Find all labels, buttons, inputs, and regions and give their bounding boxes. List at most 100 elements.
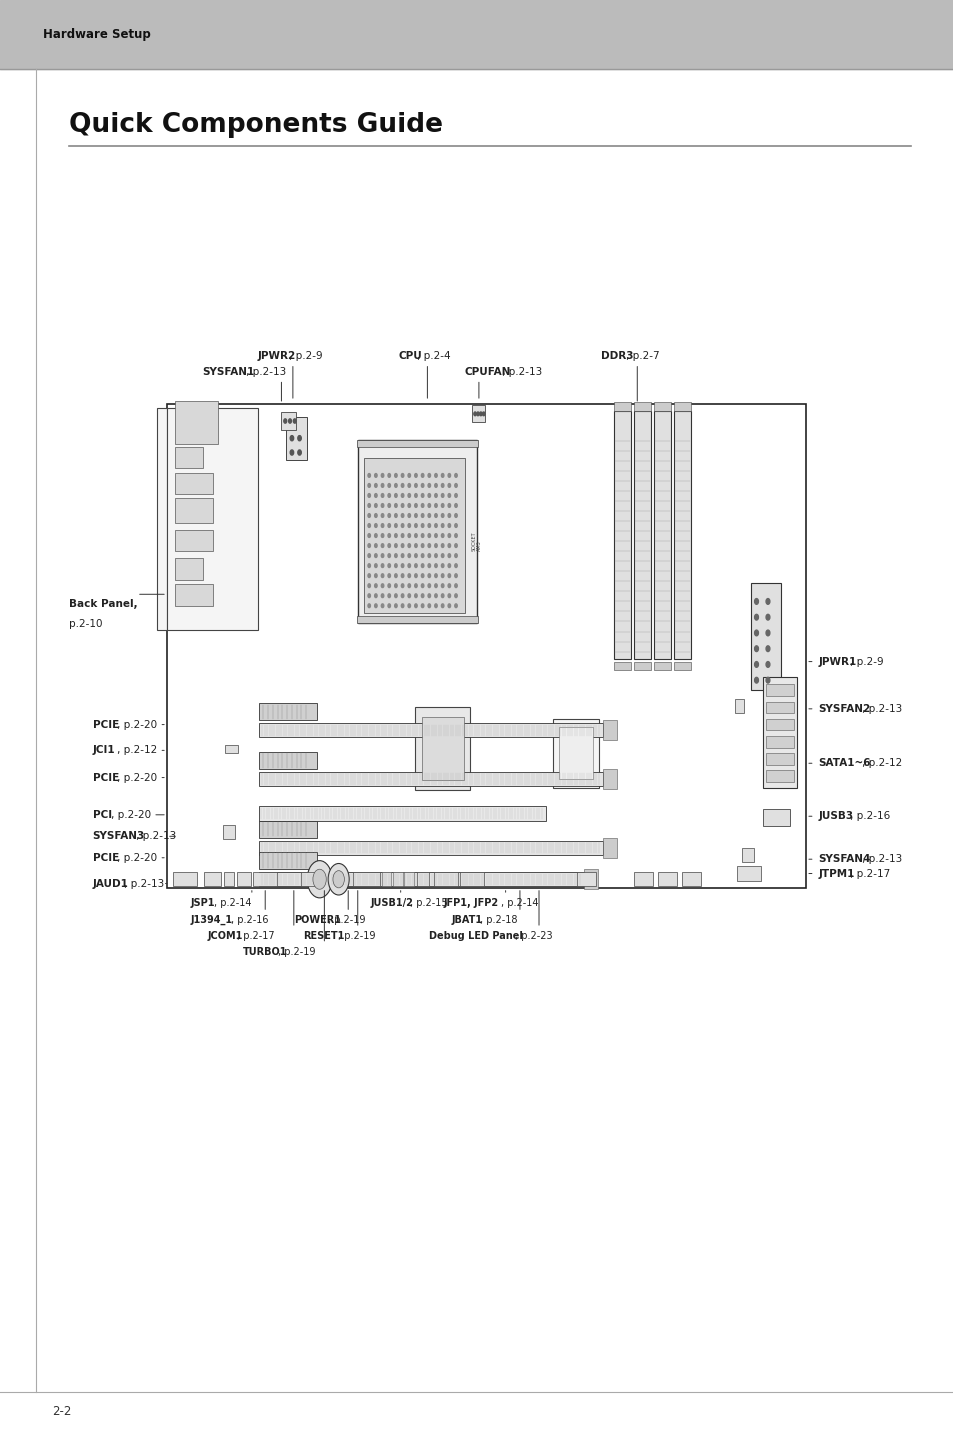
- Bar: [259, 852, 316, 869]
- Text: , p.2-14: , p.2-14: [500, 898, 537, 908]
- Circle shape: [448, 524, 450, 527]
- Text: JTPM1: JTPM1: [818, 869, 854, 878]
- Circle shape: [381, 524, 383, 527]
- Bar: [167, 404, 805, 888]
- Circle shape: [388, 474, 390, 477]
- Circle shape: [428, 514, 430, 517]
- Circle shape: [395, 584, 396, 587]
- Circle shape: [375, 474, 376, 477]
- Circle shape: [401, 494, 403, 497]
- Bar: [634, 872, 653, 886]
- Circle shape: [421, 504, 423, 507]
- Circle shape: [441, 504, 443, 507]
- Text: SYSFAN3: SYSFAN3: [92, 832, 145, 841]
- Bar: [174, 558, 203, 580]
- Circle shape: [288, 420, 291, 424]
- Bar: [654, 662, 670, 670]
- Bar: [658, 872, 677, 886]
- Text: JFP1, JFP2: JFP1, JFP2: [443, 898, 498, 908]
- Circle shape: [375, 594, 376, 597]
- Bar: [393, 872, 402, 886]
- Circle shape: [368, 574, 370, 577]
- Circle shape: [395, 484, 396, 487]
- Text: , p.2-16: , p.2-16: [848, 812, 889, 821]
- Circle shape: [290, 435, 294, 441]
- Bar: [223, 825, 234, 839]
- Circle shape: [415, 584, 416, 587]
- Circle shape: [333, 871, 344, 888]
- Circle shape: [408, 584, 410, 587]
- Circle shape: [421, 584, 423, 587]
- Circle shape: [395, 554, 396, 557]
- Circle shape: [375, 484, 376, 487]
- Text: , p.2-9: , p.2-9: [848, 657, 882, 666]
- Circle shape: [455, 554, 456, 557]
- Circle shape: [388, 484, 390, 487]
- Circle shape: [448, 474, 450, 477]
- Bar: [741, 848, 753, 862]
- Bar: [762, 677, 796, 788]
- Text: PCIE: PCIE: [92, 720, 119, 729]
- Circle shape: [381, 474, 383, 477]
- Circle shape: [765, 630, 769, 636]
- Bar: [259, 841, 602, 855]
- Circle shape: [428, 504, 430, 507]
- Circle shape: [395, 474, 396, 477]
- Circle shape: [455, 484, 456, 487]
- Text: , p.2-13: , p.2-13: [501, 367, 541, 377]
- Circle shape: [441, 564, 443, 567]
- Circle shape: [448, 584, 450, 587]
- Circle shape: [415, 564, 416, 567]
- Circle shape: [428, 484, 430, 487]
- Circle shape: [441, 484, 443, 487]
- Circle shape: [421, 534, 423, 537]
- Circle shape: [754, 630, 758, 636]
- Bar: [734, 699, 743, 713]
- Circle shape: [441, 534, 443, 537]
- Circle shape: [368, 514, 370, 517]
- Bar: [765, 770, 793, 782]
- Circle shape: [421, 524, 423, 527]
- Circle shape: [408, 594, 410, 597]
- Circle shape: [381, 514, 383, 517]
- Bar: [762, 809, 789, 826]
- Bar: [602, 769, 617, 789]
- Bar: [259, 821, 316, 838]
- Text: , p.2-17: , p.2-17: [236, 931, 274, 941]
- Text: JCI1: JCI1: [92, 746, 115, 755]
- Text: SATA1~6: SATA1~6: [818, 759, 870, 768]
- Text: SYSFAN4: SYSFAN4: [818, 855, 870, 863]
- Circle shape: [421, 514, 423, 517]
- Text: , p.2-13: , p.2-13: [861, 705, 902, 713]
- Circle shape: [455, 534, 456, 537]
- Circle shape: [368, 494, 370, 497]
- Bar: [750, 583, 781, 690]
- Circle shape: [441, 474, 443, 477]
- Circle shape: [435, 584, 436, 587]
- Circle shape: [381, 494, 383, 497]
- Bar: [737, 866, 760, 881]
- Bar: [472, 405, 484, 422]
- Text: RESET1: RESET1: [303, 931, 344, 941]
- Bar: [634, 402, 650, 411]
- Circle shape: [381, 554, 383, 557]
- Bar: [434, 872, 457, 886]
- Circle shape: [441, 494, 443, 497]
- Circle shape: [421, 474, 423, 477]
- Circle shape: [401, 504, 403, 507]
- Circle shape: [479, 412, 481, 415]
- Text: JBAT1: JBAT1: [451, 915, 482, 925]
- Circle shape: [375, 524, 376, 527]
- Bar: [224, 872, 233, 886]
- Circle shape: [448, 604, 450, 607]
- Circle shape: [388, 534, 390, 537]
- Text: , p.2-12: , p.2-12: [117, 746, 157, 755]
- Circle shape: [441, 544, 443, 547]
- Circle shape: [455, 544, 456, 547]
- Bar: [404, 872, 414, 886]
- Text: CPUFAN: CPUFAN: [464, 367, 511, 377]
- Text: , p.2-13: , p.2-13: [861, 855, 902, 863]
- Text: JPWR1: JPWR1: [818, 657, 856, 666]
- Circle shape: [395, 504, 396, 507]
- Bar: [174, 530, 213, 551]
